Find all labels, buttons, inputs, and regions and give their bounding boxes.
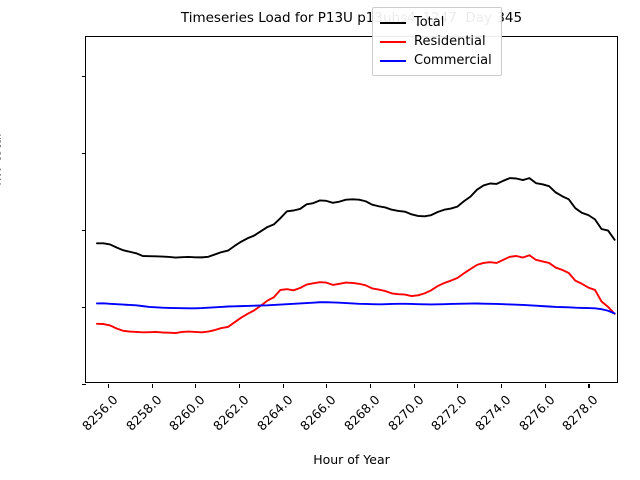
y-axis-title: kW total bbox=[0, 133, 4, 186]
chart-title: Timeseries Load for P13U p13uhs4_1247 Da… bbox=[180, 10, 523, 26]
x-tick-mark bbox=[195, 384, 197, 388]
x-tick-mark bbox=[413, 384, 415, 388]
y-tick-mark bbox=[82, 229, 86, 231]
x-tick-label: 8264.0 bbox=[253, 392, 296, 434]
legend-item-commercial: Commercial bbox=[380, 51, 492, 70]
plot-lines bbox=[95, 177, 616, 335]
y-tick-mark bbox=[82, 384, 86, 386]
x-tick-label: 8270.0 bbox=[384, 392, 427, 434]
y-tick-mark bbox=[82, 306, 86, 308]
x-tick-mark bbox=[457, 384, 459, 388]
series-line-commercial bbox=[95, 301, 616, 315]
legend-line-residential bbox=[380, 40, 406, 43]
x-tick-label: 8260.0 bbox=[166, 392, 208, 434]
x-tick-mark bbox=[326, 384, 328, 388]
plot-area: 8256.0 8258.0 8260.0 8262.0 8264.0 8266.0 8268… bbox=[79, 36, 618, 434]
x-tick-mark bbox=[238, 384, 240, 388]
legend: Total Residential Commercial bbox=[372, 7, 502, 76]
series-line-residential bbox=[95, 254, 616, 335]
legend-item-total: Total bbox=[380, 13, 492, 32]
x-tick-label: 8268.0 bbox=[341, 392, 383, 434]
x-tick-label: 8256.0 bbox=[78, 392, 121, 434]
x-tick-label: 8262.0 bbox=[209, 392, 252, 434]
x-tick-label: 8272.0 bbox=[428, 392, 470, 434]
legend-item-residential: Residential bbox=[380, 32, 492, 51]
x-tick-label: 8278.0 bbox=[559, 392, 602, 434]
x-tick-mark bbox=[501, 384, 503, 388]
y-tick-mark bbox=[82, 152, 86, 154]
x-axis-title: Hour of Year bbox=[313, 452, 390, 467]
legend-label-commercial: Commercial bbox=[414, 53, 492, 68]
x-tick-label: 8266.0 bbox=[297, 392, 339, 434]
x-tick-mark bbox=[544, 384, 546, 388]
legend-line-commercial bbox=[380, 59, 406, 62]
x-tick-mark bbox=[369, 384, 372, 388]
x-tick-mark bbox=[151, 384, 153, 388]
y-tick-mark bbox=[82, 75, 86, 77]
x-tick-label: 8258.0 bbox=[122, 392, 165, 434]
x-tick-mark bbox=[282, 384, 284, 388]
legend-label-residential: Residential bbox=[414, 34, 486, 49]
x-tick-label: 8274.0 bbox=[472, 392, 514, 434]
legend-line-total bbox=[380, 21, 406, 24]
x-tick-mark bbox=[107, 384, 109, 388]
series-line-total bbox=[95, 177, 616, 259]
x-tick-label: 8276.0 bbox=[515, 392, 558, 434]
x-tick-mark bbox=[588, 384, 590, 388]
legend-label-total: Total bbox=[414, 15, 445, 30]
